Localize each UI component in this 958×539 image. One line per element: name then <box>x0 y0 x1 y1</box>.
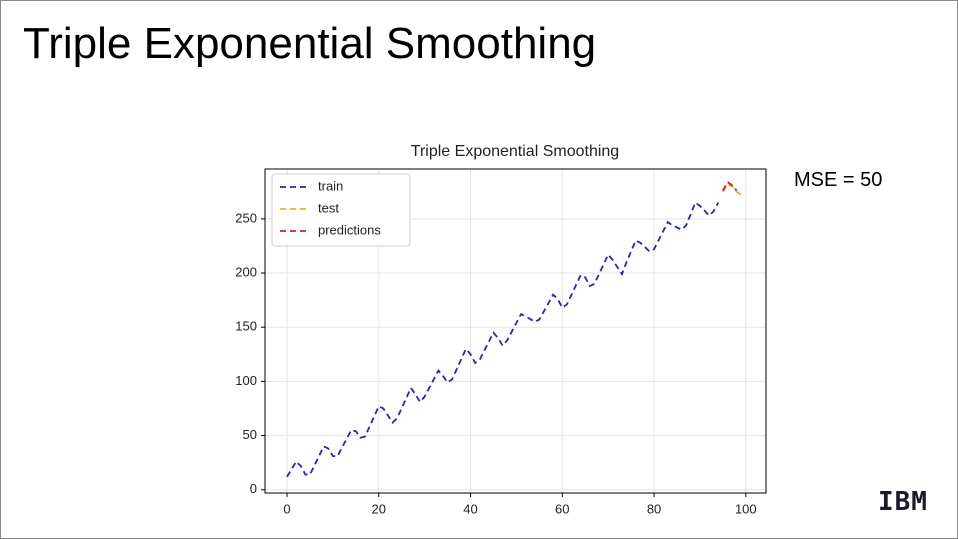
annotation: MSE = 50 <box>794 169 883 191</box>
x-tick-label: 100 <box>735 501 757 516</box>
legend-label: test <box>318 200 339 215</box>
x-tick-label: 40 <box>463 501 477 516</box>
y-tick-label: 100 <box>235 373 257 388</box>
legend-label: train <box>318 178 343 193</box>
y-tick-label: 150 <box>235 319 257 334</box>
x-tick-label: 0 <box>283 501 290 516</box>
legend-box <box>271 173 411 247</box>
y-tick-label: 50 <box>243 427 257 442</box>
line-series <box>286 201 720 478</box>
y-tick-label: 0 <box>250 481 257 496</box>
chart-title: Triple Exponential Smoothing <box>411 143 619 160</box>
plot-frame <box>264 168 767 494</box>
y-tick-label: 250 <box>235 210 257 225</box>
legend-label: predictions <box>318 222 381 237</box>
y-tick-label: 200 <box>235 264 257 279</box>
line-series <box>722 180 738 192</box>
x-tick-label: 60 <box>555 501 569 516</box>
slide-title: Triple Exponential Smoothing <box>23 19 597 68</box>
logo: IBM <box>878 487 928 517</box>
x-tick-label: 80 <box>647 501 661 516</box>
x-tick-label: 20 <box>372 501 386 516</box>
